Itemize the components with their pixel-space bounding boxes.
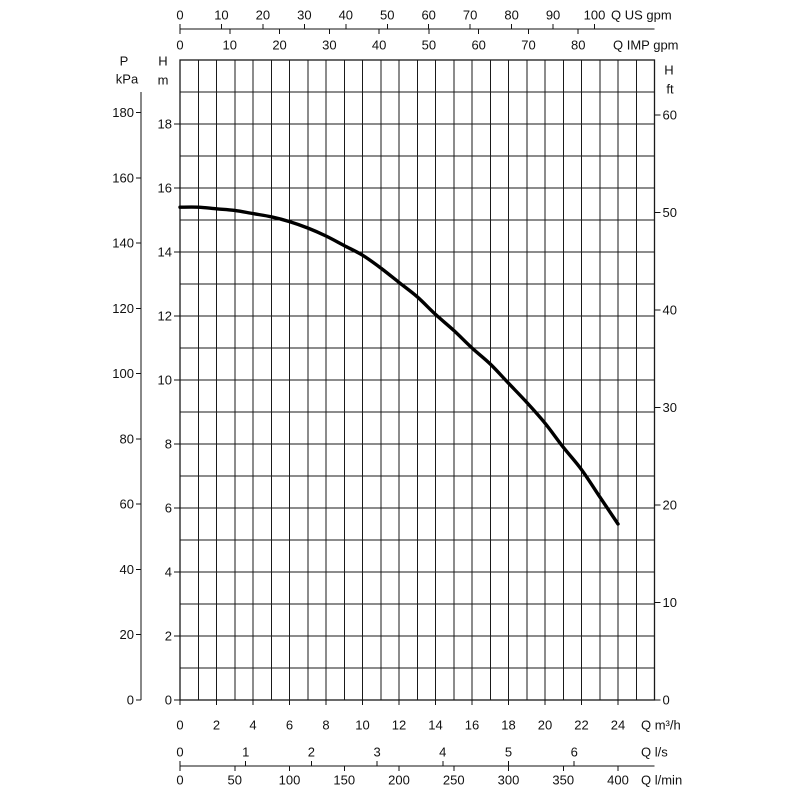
q-l-s-tick-label: 2 xyxy=(308,745,315,760)
q-l-s-tick-label: 6 xyxy=(571,745,578,760)
q-m3h-tick-label: 20 xyxy=(538,718,552,733)
p-kpa-tick-label: 20 xyxy=(120,627,134,642)
q-us-gpm-tick-label: 80 xyxy=(504,8,518,23)
p-kpa-tick-label: 80 xyxy=(120,431,134,446)
q-l-s-tick-label: 3 xyxy=(373,745,380,760)
p-kpa-tick-label: 160 xyxy=(112,170,134,185)
h-ft-axis-symbol: H xyxy=(664,63,673,78)
q-l-s-tick-label: 4 xyxy=(439,745,446,760)
q-l-min-tick-label: 250 xyxy=(443,773,465,788)
q-l-min-tick-label: 100 xyxy=(279,773,301,788)
h-m-tick-label: 8 xyxy=(165,437,172,452)
h-m-tick-label: 14 xyxy=(158,245,172,260)
q-m3h-tick-label: 2 xyxy=(213,718,220,733)
q-imp-gpm-tick-label: 70 xyxy=(521,38,535,53)
h-ft-tick-label: 10 xyxy=(663,595,677,610)
q-us-gpm-tick-label: 10 xyxy=(214,8,228,23)
h-ft-axis-unit: ft xyxy=(666,82,674,97)
q-m3h-tick-label: 22 xyxy=(574,718,588,733)
q-m3h-tick-label: 16 xyxy=(465,718,479,733)
h-m-tick-label: 16 xyxy=(158,181,172,196)
h-ft-tick-label: 40 xyxy=(663,302,677,317)
q-us-gpm-tick-label: 50 xyxy=(380,8,394,23)
q-l-min-tick-label: 50 xyxy=(228,773,242,788)
q-l-min-tick-label: 200 xyxy=(388,773,410,788)
p-axis-unit: kPa xyxy=(116,72,139,87)
q-m3h-tick-label: 12 xyxy=(392,718,406,733)
q-imp-gpm-tick-label: 0 xyxy=(176,38,183,53)
q-us-gpm-tick-label: 70 xyxy=(463,8,477,23)
h-m-tick-label: 0 xyxy=(165,693,172,708)
q-ls-axis-title: Q l/s xyxy=(641,745,668,760)
h-m-tick-label: 18 xyxy=(158,117,172,132)
h-m-axis-symbol: H xyxy=(158,54,167,69)
p-kpa-tick-label: 0 xyxy=(127,693,134,708)
q-m3h-tick-label: 8 xyxy=(322,718,329,733)
q-imp-gpm-tick-label: 50 xyxy=(422,38,436,53)
p-kpa-tick-label: 140 xyxy=(112,236,134,251)
q-imp-gpm-tick-label: 30 xyxy=(322,38,336,53)
q-imp-gpm-tick-label: 20 xyxy=(272,38,286,53)
q-l-min-tick-label: 400 xyxy=(607,773,629,788)
p-kpa-tick-label: 180 xyxy=(112,105,134,120)
p-kpa-tick-label: 60 xyxy=(120,497,134,512)
h-m-tick-label: 12 xyxy=(158,309,172,324)
q-m3h-tick-label: 24 xyxy=(611,718,625,733)
h-m-axis-unit: m xyxy=(158,73,169,88)
q-m3h-tick-label: 10 xyxy=(355,718,369,733)
h-m-tick-label: 2 xyxy=(165,629,172,644)
q-us-gpm-tick-label: 90 xyxy=(546,8,560,23)
q-imp-gpm-tick-label: 10 xyxy=(223,38,237,53)
q-imp-gpm-tick-label: 80 xyxy=(571,38,585,53)
h-m-tick-label: 4 xyxy=(165,565,172,580)
q-imp-gpm-tick-label: 60 xyxy=(471,38,485,53)
q-us-gpm-tick-label: 60 xyxy=(421,8,435,23)
p-axis-symbol: P xyxy=(120,54,129,69)
h-m-tick-label: 6 xyxy=(165,501,172,516)
pump-curve-h-q xyxy=(178,205,620,526)
q-m3h-tick-label: 0 xyxy=(176,718,183,733)
q-m3h-axis-title: Q m³/h xyxy=(641,718,681,733)
q-l-min-tick-label: 0 xyxy=(176,773,183,788)
q-l-min-tick-label: 300 xyxy=(498,773,520,788)
q-l-s-tick-label: 0 xyxy=(176,745,183,760)
q-lmin-axis-title: Q l/min xyxy=(641,773,682,788)
q-imp-gpm-tick-label: 40 xyxy=(372,38,386,53)
q-m3h-tick-label: 14 xyxy=(428,718,442,733)
curve-layer xyxy=(178,205,620,526)
q-us-gpm-tick-label: 30 xyxy=(297,8,311,23)
h-ft-tick-label: 50 xyxy=(663,205,677,220)
q-us-gpm-axis-title: Q US gpm xyxy=(611,8,672,23)
p-kpa-tick-label: 120 xyxy=(112,301,134,316)
q-us-gpm-tick-label: 40 xyxy=(339,8,353,23)
axis-lines-and-ticks xyxy=(136,24,661,771)
q-m3h-tick-label: 4 xyxy=(249,718,256,733)
h-ft-tick-label: 30 xyxy=(663,400,677,415)
h-ft-tick-label: 60 xyxy=(663,107,677,122)
q-l-min-tick-label: 350 xyxy=(552,773,574,788)
q-us-gpm-tick-label: 0 xyxy=(176,8,183,23)
h-ft-tick-label: 0 xyxy=(663,693,670,708)
q-l-min-tick-label: 150 xyxy=(333,773,355,788)
q-us-gpm-tick-label: 20 xyxy=(256,8,270,23)
q-m3h-tick-label: 6 xyxy=(286,718,293,733)
q-imp-gpm-axis-title: Q IMP gpm xyxy=(613,38,679,53)
h-ft-tick-label: 20 xyxy=(663,497,677,512)
p-kpa-tick-label: 40 xyxy=(120,562,134,577)
q-l-s-tick-label: 1 xyxy=(242,745,249,760)
q-l-s-tick-label: 5 xyxy=(505,745,512,760)
q-us-gpm-tick-label: 100 xyxy=(584,8,606,23)
plot-grid xyxy=(179,59,656,701)
p-kpa-tick-label: 100 xyxy=(112,366,134,381)
q-m3h-tick-label: 18 xyxy=(501,718,515,733)
h-m-tick-label: 10 xyxy=(158,373,172,388)
